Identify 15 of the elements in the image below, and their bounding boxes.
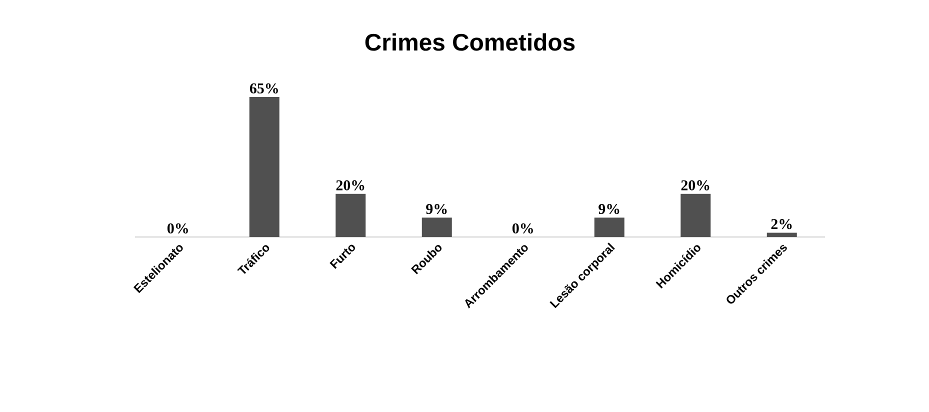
- bar: [336, 194, 366, 237]
- bar: [594, 218, 624, 237]
- bar: [766, 232, 797, 237]
- bar: [249, 97, 280, 237]
- data-label: 20%: [681, 180, 710, 190]
- data-label: 9%: [426, 204, 447, 214]
- data-label: 9%: [598, 204, 620, 214]
- data-label: 0%: [167, 223, 188, 234]
- data-label: 65%: [250, 83, 278, 94]
- bar: [422, 218, 452, 237]
- chart-title: Crimes Cometidos: [365, 33, 575, 51]
- bar: [680, 194, 711, 237]
- data-label: 20%: [336, 180, 364, 190]
- data-label: 2%: [771, 219, 792, 230]
- data-label: 0%: [512, 223, 533, 234]
